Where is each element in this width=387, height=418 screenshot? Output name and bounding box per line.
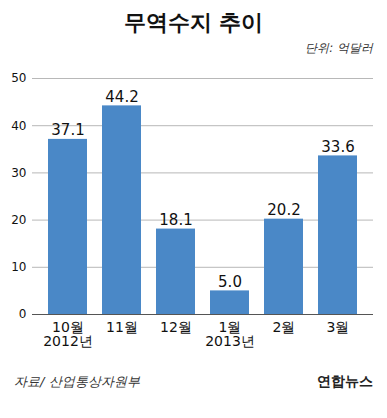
html-text:무역수지 추이: 무역수지 추이 bbox=[123, 10, 264, 35]
html-text:자료/ 산업통상자원부: 자료/ 산업통상자원부 bbox=[14, 374, 140, 389]
svg-text:20: 20 bbox=[11, 213, 26, 227]
svg-text:1월2013년: 1월2013년 bbox=[205, 319, 255, 349]
svg-text:10: 10 bbox=[11, 260, 26, 274]
svg-text:11월: 11월 bbox=[106, 319, 138, 335]
svg-text:33.6: 33.6 bbox=[321, 138, 354, 156]
svg-text:12월: 12월 bbox=[160, 319, 192, 335]
svg-text:18.1: 18.1 bbox=[159, 211, 192, 229]
svg-text:3월: 3월 bbox=[327, 319, 350, 335]
svg-text:0: 0 bbox=[19, 307, 27, 321]
svg-text:40: 40 bbox=[11, 119, 26, 133]
svg-text:20.2: 20.2 bbox=[267, 201, 300, 219]
svg-text:30: 30 bbox=[11, 166, 26, 180]
svg-text:44.2: 44.2 bbox=[105, 88, 138, 106]
html-text:단위: 억달러: 단위: 억달러 bbox=[305, 41, 373, 55]
svg-text:5.0: 5.0 bbox=[218, 273, 242, 291]
svg-text:10월2012년: 10월2012년 bbox=[43, 319, 93, 349]
svg-text:50: 50 bbox=[11, 71, 26, 85]
svg-text:2월: 2월 bbox=[273, 319, 296, 335]
svg-text:37.1: 37.1 bbox=[51, 121, 84, 139]
html-text:연합뉴스: 연합뉴스 bbox=[317, 373, 373, 389]
